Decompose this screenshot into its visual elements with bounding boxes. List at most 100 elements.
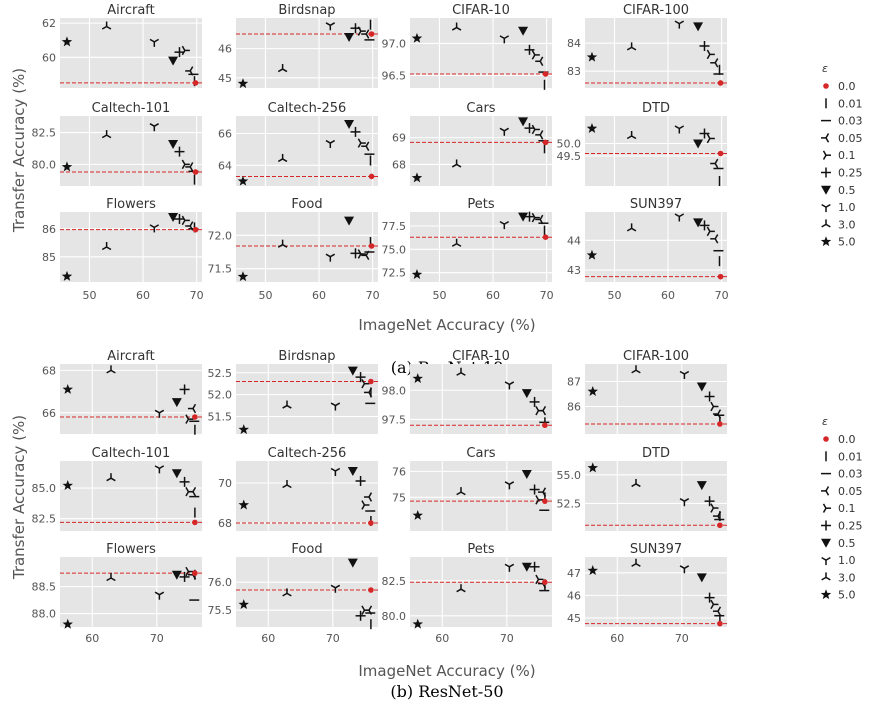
point-eps-0.0 [717, 273, 724, 280]
panel-birdsnap: 45 46 Birdsnap [218, 3, 378, 89]
point-eps-5.0 [62, 480, 73, 491]
point-eps-1.0 [149, 38, 160, 47]
point-eps-0.5 [344, 32, 355, 42]
panel-background [60, 461, 202, 531]
point-eps-5.0 [586, 51, 598, 62]
point-eps-0.25 [529, 484, 540, 495]
x-tick-label: 50 [432, 289, 446, 302]
point-eps-3.0 [282, 588, 292, 597]
point-eps-1.0 [504, 563, 515, 572]
point-eps-3.0 [456, 367, 466, 376]
point-eps-0.1 [710, 503, 719, 513]
point-eps-0.5 [171, 570, 182, 580]
point-eps-0.1 [185, 486, 194, 497]
point-eps-0.0 [717, 80, 724, 86]
x-axis-label: ImageNet Accuracy (%) [358, 316, 535, 334]
point-eps-3.0 [277, 239, 288, 248]
point-eps-0.5 [518, 212, 529, 222]
panel-title: Pets [467, 197, 494, 212]
panel-background [585, 116, 727, 186]
point-eps-1.0 [499, 127, 510, 136]
y-tick-label: 86 [42, 223, 56, 236]
panel-title: Caltech-256 [268, 446, 347, 461]
point-eps-1.0 [499, 35, 510, 44]
point-eps-3.0 [106, 573, 116, 582]
y-tick-label: 80.0 [382, 610, 407, 623]
point-eps-0.1 [706, 49, 715, 60]
point-eps-3.0 [451, 22, 462, 31]
panel-caltech-256: 68 70 Caltech-256 [218, 446, 378, 531]
x-tick-label: 70 [190, 289, 204, 302]
point-eps-5.0 [586, 249, 598, 260]
point-eps-5.0 [411, 32, 423, 43]
x-tick-label: 60 [435, 632, 449, 645]
point-eps-0.5 [518, 26, 529, 36]
panel-cars: 68 69 Cars [392, 101, 552, 186]
point-eps-3.0 [631, 478, 641, 488]
panel-title: Aircraft [107, 349, 154, 364]
figure-caption: (b) ResNet-50 [390, 682, 503, 701]
y-tick-label: 77.5 [382, 220, 407, 233]
point-eps-0.25 [174, 214, 185, 224]
point-eps-0.1 [185, 566, 194, 577]
point-eps-0.0 [192, 414, 198, 420]
point-eps-0.0 [368, 378, 374, 385]
legend-label: 0.0 [838, 80, 856, 93]
legend-title: ε [822, 415, 828, 428]
panel-flowers: 85 86 Flowers 50 60 70 [42, 197, 204, 302]
legend-marker [821, 219, 831, 228]
y-tick-label: 64 [218, 159, 232, 172]
x-tick-label: 50 [82, 289, 96, 302]
point-eps-1.0 [330, 402, 341, 411]
y-tick-label: 76.0 [208, 576, 233, 589]
legend-marker [823, 83, 829, 89]
legend-marker [821, 538, 831, 548]
panel-sun397: 43 44 SUN397 50 60 70 [567, 197, 729, 302]
y-tick-label: 62 [42, 17, 56, 30]
point-eps-1.0 [674, 20, 685, 29]
point-eps-0.25 [699, 220, 710, 231]
point-eps-0.5 [347, 467, 358, 476]
panel-title: Caltech-101 [92, 101, 171, 116]
y-tick-label: 85 [42, 251, 56, 264]
point-eps-0.0 [192, 169, 199, 175]
point-eps-3.0 [631, 558, 641, 567]
point-eps-0.25 [355, 372, 366, 383]
legend-label: 0.0 [838, 433, 856, 446]
legend-label: 0.05 [838, 485, 863, 498]
y-tick-label: 97.5 [382, 413, 407, 426]
point-eps-0.0 [192, 226, 199, 233]
point-eps-3.0 [106, 365, 116, 374]
y-tick-label: 86 [567, 401, 581, 414]
point-eps-0.5 [518, 117, 529, 127]
panel-title: CIFAR-100 [623, 349, 689, 364]
point-eps-0.1 [706, 133, 715, 144]
point-eps-1.0 [154, 409, 165, 418]
x-tick-label: 70 [540, 289, 554, 302]
panel-title: SUN397 [630, 197, 682, 212]
y-tick-label: 75 [392, 491, 406, 504]
point-eps-0.0 [717, 620, 723, 627]
point-eps-0.1 [361, 378, 370, 389]
point-eps-3.0 [451, 159, 462, 168]
point-eps-0.25 [355, 476, 366, 486]
point-eps-0.25 [704, 391, 715, 402]
point-eps-0.05 [361, 250, 370, 261]
legend-marker [820, 589, 832, 600]
x-tick-label: 60 [486, 289, 500, 302]
point-eps-0.0 [717, 421, 723, 427]
point-eps-0.1 [531, 50, 540, 60]
point-eps-0.0 [368, 173, 375, 180]
point-eps-3.0 [101, 21, 112, 30]
point-eps-3.0 [626, 42, 637, 51]
legend: ε 0.0 0.01 0.03 0.05 0.1 0.25 0.5 1.0 3.0 5.0 [820, 62, 863, 249]
legend: ε 0.0 0.01 0.03 0.05 0.1 0.25 0.5 1.0 3.0 5.0 [820, 415, 863, 602]
y-tick-label: 47 [567, 567, 581, 580]
point-eps-1.0 [149, 224, 160, 233]
point-eps-1.0 [149, 123, 160, 132]
point-eps-1.0 [325, 22, 336, 31]
point-eps-5.0 [61, 270, 73, 281]
point-eps-0.5 [347, 366, 358, 376]
y-tick-label: 60 [42, 51, 56, 64]
